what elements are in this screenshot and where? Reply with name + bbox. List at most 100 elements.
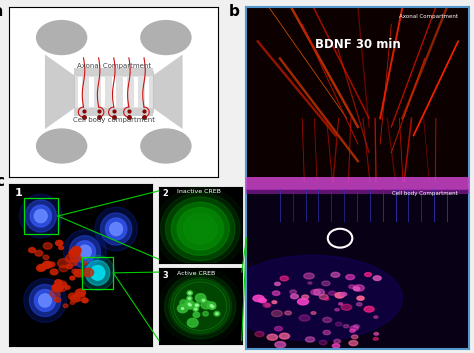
Ellipse shape	[180, 300, 188, 306]
Ellipse shape	[159, 268, 242, 344]
Bar	[246, 7, 469, 182]
Bar	[90, 77, 93, 107]
Bar	[82, 257, 113, 289]
Ellipse shape	[43, 255, 49, 259]
Ellipse shape	[66, 264, 73, 269]
Ellipse shape	[374, 337, 378, 340]
Ellipse shape	[280, 333, 290, 339]
Polygon shape	[149, 54, 182, 129]
Ellipse shape	[177, 304, 188, 313]
Text: Cell body compartment: Cell body compartment	[73, 117, 155, 123]
Ellipse shape	[357, 296, 364, 300]
Ellipse shape	[353, 287, 360, 291]
Ellipse shape	[50, 289, 60, 298]
Ellipse shape	[274, 282, 280, 286]
Ellipse shape	[177, 208, 224, 250]
Ellipse shape	[349, 285, 355, 288]
Ellipse shape	[34, 289, 56, 311]
Ellipse shape	[335, 293, 344, 298]
FancyBboxPatch shape	[74, 71, 154, 112]
Bar	[100, 77, 105, 107]
Ellipse shape	[55, 298, 61, 302]
Ellipse shape	[214, 311, 220, 316]
Ellipse shape	[275, 341, 286, 348]
Ellipse shape	[50, 269, 58, 275]
Ellipse shape	[201, 298, 206, 303]
Ellipse shape	[194, 303, 200, 307]
Ellipse shape	[86, 261, 110, 285]
Ellipse shape	[273, 291, 280, 295]
Ellipse shape	[195, 294, 206, 302]
Ellipse shape	[43, 243, 52, 249]
Ellipse shape	[373, 276, 381, 281]
Ellipse shape	[59, 265, 68, 272]
Ellipse shape	[314, 289, 325, 295]
Ellipse shape	[334, 339, 341, 343]
Ellipse shape	[38, 294, 51, 307]
Ellipse shape	[319, 340, 327, 345]
Ellipse shape	[82, 298, 88, 303]
Text: Inactive CREB: Inactive CREB	[177, 189, 221, 195]
Ellipse shape	[184, 300, 194, 308]
Ellipse shape	[302, 295, 309, 299]
Ellipse shape	[190, 220, 210, 238]
Ellipse shape	[265, 304, 270, 306]
Ellipse shape	[70, 254, 81, 262]
Ellipse shape	[336, 322, 342, 326]
Ellipse shape	[267, 334, 278, 340]
Ellipse shape	[68, 293, 77, 299]
Ellipse shape	[72, 269, 78, 274]
Ellipse shape	[290, 290, 296, 294]
Ellipse shape	[82, 262, 87, 265]
Ellipse shape	[299, 315, 310, 321]
Ellipse shape	[343, 325, 349, 328]
Ellipse shape	[65, 254, 77, 262]
Ellipse shape	[78, 245, 91, 258]
Ellipse shape	[195, 304, 198, 306]
Ellipse shape	[304, 273, 314, 279]
Ellipse shape	[25, 200, 56, 232]
Ellipse shape	[207, 302, 216, 309]
Ellipse shape	[272, 310, 283, 317]
Ellipse shape	[351, 335, 358, 339]
Ellipse shape	[184, 214, 217, 244]
Ellipse shape	[311, 289, 320, 295]
Ellipse shape	[165, 197, 235, 261]
Ellipse shape	[74, 293, 85, 301]
Ellipse shape	[311, 312, 316, 315]
Ellipse shape	[349, 341, 358, 346]
FancyBboxPatch shape	[2, 1, 225, 183]
Text: c: c	[0, 174, 4, 189]
Ellipse shape	[19, 194, 62, 238]
Ellipse shape	[82, 268, 93, 277]
Ellipse shape	[65, 286, 70, 289]
Ellipse shape	[187, 318, 198, 327]
Ellipse shape	[141, 129, 191, 163]
Ellipse shape	[364, 306, 374, 312]
Ellipse shape	[100, 213, 132, 245]
Bar	[246, 190, 469, 194]
Ellipse shape	[141, 20, 191, 54]
Ellipse shape	[202, 299, 205, 301]
Ellipse shape	[164, 274, 236, 339]
Bar	[24, 198, 58, 234]
Ellipse shape	[91, 265, 105, 280]
Ellipse shape	[187, 296, 192, 301]
Ellipse shape	[188, 303, 191, 305]
Ellipse shape	[70, 248, 81, 256]
Ellipse shape	[55, 280, 62, 285]
Text: BDNF 30 min: BDNF 30 min	[315, 38, 401, 51]
Ellipse shape	[69, 236, 100, 268]
Ellipse shape	[69, 251, 73, 255]
Ellipse shape	[216, 313, 218, 315]
Ellipse shape	[63, 304, 68, 307]
Ellipse shape	[272, 301, 277, 304]
Ellipse shape	[35, 250, 43, 256]
Bar	[246, 190, 469, 349]
Ellipse shape	[374, 333, 379, 335]
Ellipse shape	[196, 304, 198, 306]
Ellipse shape	[322, 281, 330, 286]
Ellipse shape	[110, 222, 122, 235]
Ellipse shape	[374, 316, 378, 318]
Bar	[123, 77, 127, 107]
